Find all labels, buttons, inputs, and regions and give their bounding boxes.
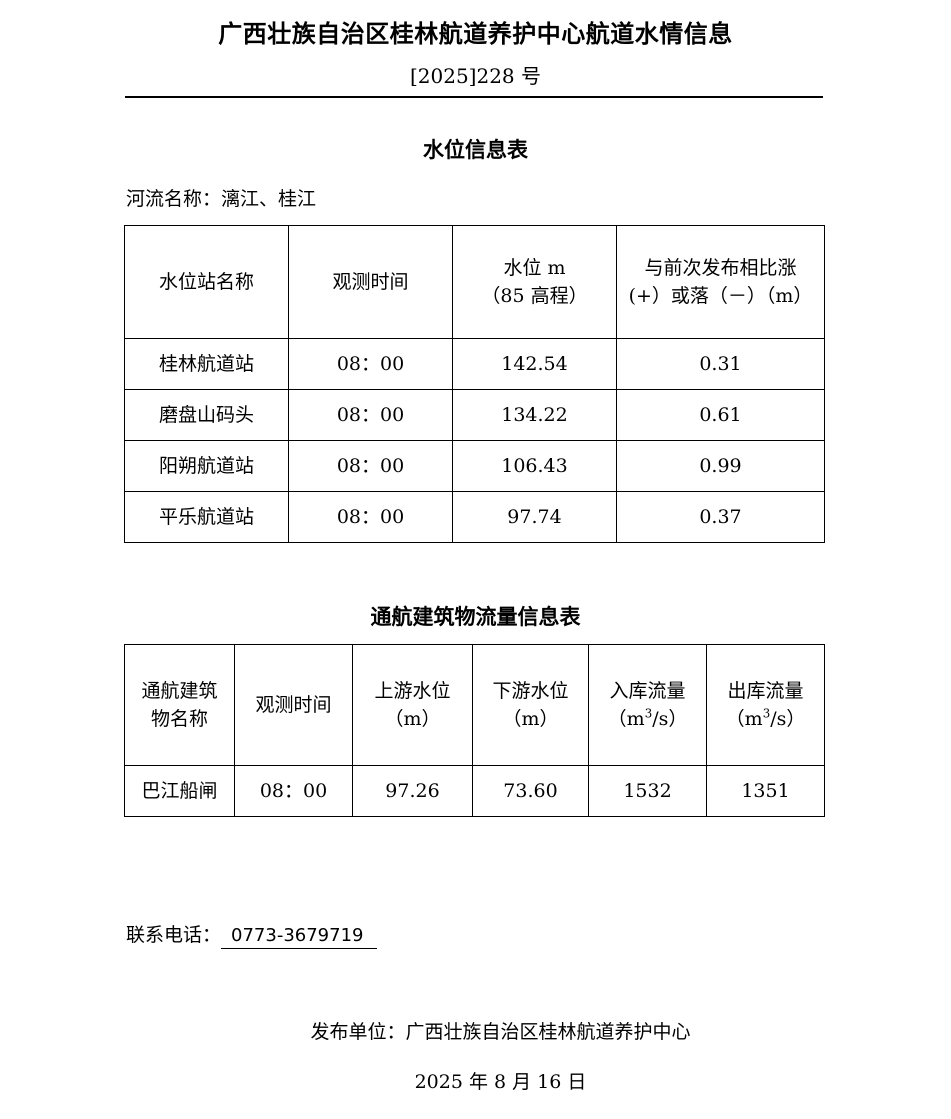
water-level-change: 0.37 [616,491,825,543]
lock-flow-section-title: 通航建筑物流量信息表 [370,605,581,629]
column-header-upstream-level: 上游水位 （m） [352,644,473,766]
document-number: [2025]228 号 [409,64,542,88]
outflow-unit-post: /s） [770,708,806,730]
column-header-inflow-line2: （m3/s） [591,705,704,734]
water-level-change: 0.99 [616,440,825,492]
station-name: 桂林航道站 [124,338,289,390]
water-level-change: 0.61 [616,389,825,441]
inflow-unit-exponent: 3 [644,706,653,721]
water-level-change: 0.31 [616,338,825,390]
column-header-inflow-line1: 入库流量 [609,679,686,702]
observation-time: 08：00 [234,765,353,817]
observation-time: 08：00 [288,338,453,390]
station-name: 平乐航道站 [124,491,289,543]
table-header-row: 水位站名称 观测时间 水位 m （85 高程） 与前次发布相比涨 (+）或落（－… [124,225,825,339]
document-title: 广西壮族自治区桂林航道养护中心航道水情信息 [218,20,733,48]
column-header-station: 水位站名称 [124,225,289,339]
water-level-value: 142.54 [452,338,617,390]
inflow-unit-post: /s） [652,708,688,730]
column-header-change: 与前次发布相比涨 (+）或落（－）（m） [616,225,825,339]
column-header-observation-time: 观测时间 [234,644,353,766]
inflow-unit-pre: （m [607,708,645,730]
column-header-observation-time: 观测时间 [288,225,453,339]
contact-label: 联系电话： [126,924,222,946]
contact-phone-number: 0773-3679719 [221,925,378,949]
upstream-level-value: 97.26 [352,765,473,817]
observation-time: 08：00 [288,440,453,492]
outflow-value: 1351 [706,765,825,817]
outflow-unit-pre: （m [725,708,763,730]
column-header-upstream-level-line2: （m） [384,708,441,730]
publication-date-line: 2025 年 8 月 16 日 [414,1071,587,1093]
column-header-change-line1: 与前次发布相比涨 [644,256,797,279]
station-name: 阳朔航道站 [124,440,289,492]
column-header-outflow-line1: 出库流量 [727,679,804,702]
observation-time: 08：00 [288,389,453,441]
table-row: 桂林航道站 08：00 142.54 0.31 [124,338,825,390]
issuing-unit-line: 发布单位：广西壮族自治区桂林航道养护中心 [310,1021,691,1043]
table-row: 阳朔航道站 08：00 106.43 0.99 [124,440,825,492]
lock-flow-table: 通航建筑 物名称 观测时间 上游水位 （m） 下游水位 （m） 入库流量 （m3… [124,644,825,817]
column-header-water-level-line1: 水位 m [503,256,566,279]
column-header-lock-name-line1: 通航建筑 [141,679,218,702]
column-header-outflow: 出库流量 （m3/s） [706,644,825,766]
column-header-change-line2: (+）或落（－）（m） [628,285,813,307]
column-header-water-level-line2: （85 高程） [481,285,588,307]
column-header-lock-name-line2: 物名称 [150,708,208,730]
inflow-value: 1532 [588,765,707,817]
water-level-section-title: 水位信息表 [423,138,528,162]
water-level-value: 106.43 [452,440,617,492]
lock-name: 巴江船闸 [124,765,235,817]
table-row: 巴江船闸 08：00 97.26 73.60 1532 1351 [124,765,825,817]
water-level-table: 水位站名称 观测时间 水位 m （85 高程） 与前次发布相比涨 (+）或落（－… [124,225,825,543]
column-header-outflow-line2: （m3/s） [709,705,822,734]
observation-time: 08：00 [288,491,453,543]
water-level-value: 134.22 [452,389,617,441]
contact-row: 联系电话： 0773-3679719 [126,920,378,949]
table-row: 磨盘山码头 08：00 134.22 0.61 [124,389,825,441]
header-divider-rule [125,96,823,98]
table-header-row: 通航建筑 物名称 观测时间 上游水位 （m） 下游水位 （m） 入库流量 （m3… [124,644,825,766]
downstream-level-value: 73.60 [472,765,589,817]
table-row: 平乐航道站 08：00 97.74 0.37 [124,491,825,543]
water-level-value: 97.74 [452,491,617,543]
station-name: 磨盘山码头 [124,389,289,441]
column-header-water-level: 水位 m （85 高程） [452,225,617,339]
column-header-inflow: 入库流量 （m3/s） [588,644,707,766]
column-header-upstream-level-line1: 上游水位 [374,679,451,702]
column-header-downstream-level: 下游水位 （m） [472,644,589,766]
column-header-downstream-level-line2: （m） [502,708,559,730]
outflow-unit-exponent: 3 [762,706,771,721]
column-header-downstream-level-line1: 下游水位 [492,679,569,702]
river-name-label: 河流名称：漓江、桂江 [126,188,317,210]
column-header-lock-name: 通航建筑 物名称 [124,644,235,766]
